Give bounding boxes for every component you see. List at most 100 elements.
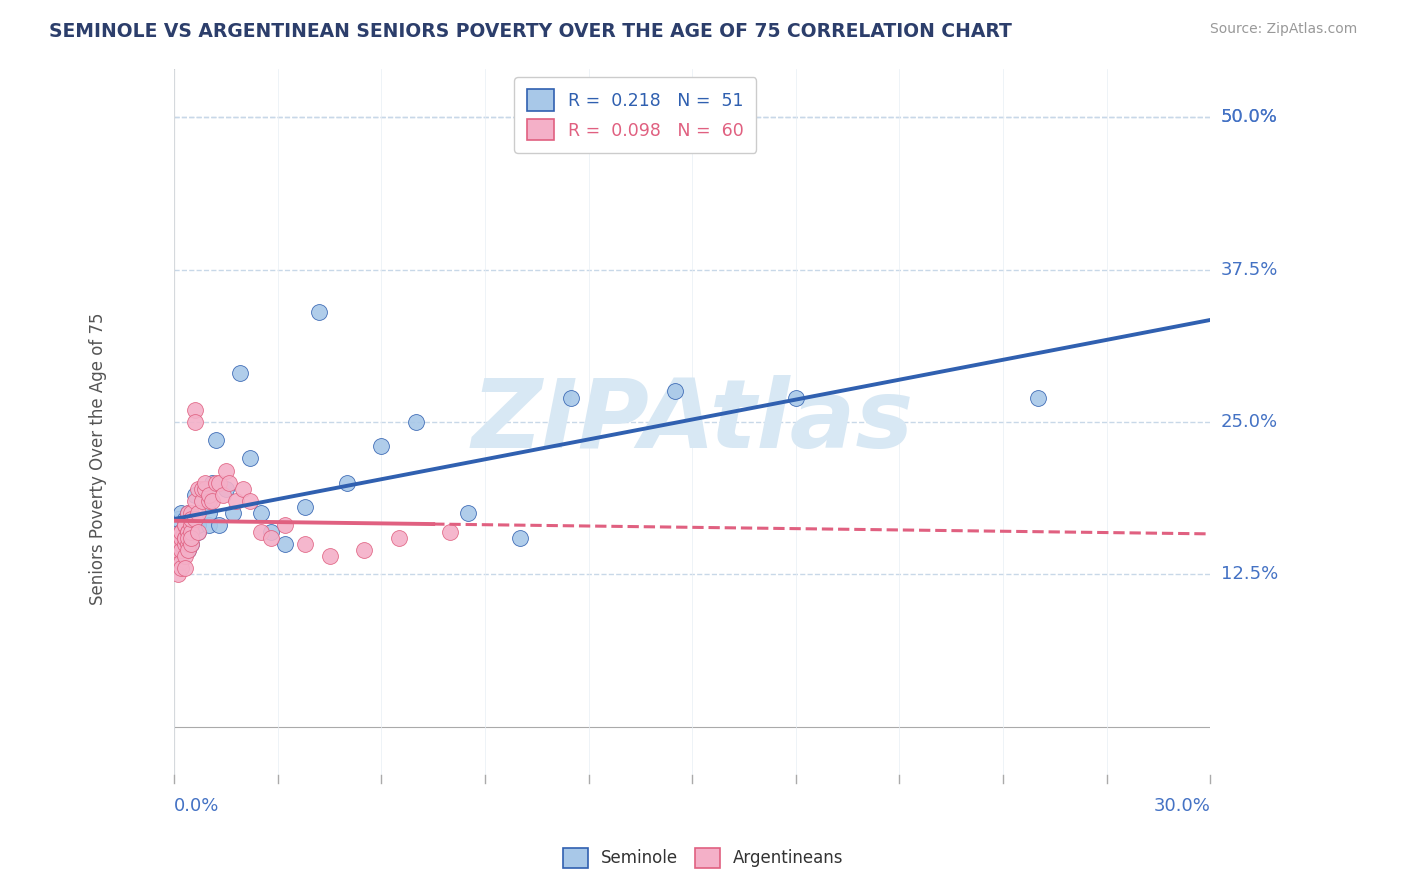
Point (166, 542, 188, 557)
Text: 25.0%: 25.0% (1220, 413, 1278, 431)
Point (204, 433, 226, 447)
Point (173, 524, 195, 539)
Point (173, 531, 195, 545)
Point (177, 542, 200, 557)
Point (191, 494, 214, 508)
Point (232, 482, 254, 496)
Text: 50.0%: 50.0% (1220, 108, 1278, 127)
Point (180, 512, 202, 526)
Point (180, 524, 202, 539)
Point (170, 524, 193, 539)
Point (294, 537, 316, 551)
Point (177, 524, 200, 539)
Text: ZIPAtlas: ZIPAtlas (471, 376, 914, 468)
Point (184, 494, 207, 508)
Point (187, 524, 209, 539)
Point (166, 531, 188, 545)
Text: Seniors Poverty Over the Age of 75: Seniors Poverty Over the Age of 75 (89, 312, 107, 605)
Point (353, 542, 375, 557)
Point (239, 451, 262, 466)
Text: 50.0%: 50.0% (1220, 108, 1278, 127)
Point (318, 549, 340, 563)
Point (173, 512, 195, 526)
Point (170, 537, 193, 551)
Point (249, 506, 271, 520)
Point (187, 524, 209, 539)
Point (370, 439, 392, 453)
Point (225, 494, 247, 508)
Point (222, 506, 245, 520)
Point (184, 488, 207, 502)
Point (187, 506, 209, 520)
Point (184, 512, 207, 526)
Point (173, 561, 195, 575)
Point (177, 506, 200, 520)
Point (180, 537, 202, 551)
Point (177, 531, 200, 545)
Point (166, 512, 188, 526)
Text: SEMINOLE VS ARGENTINEAN SENIORS POVERTY OVER THE AGE OF 75 CORRELATION CHART: SEMINOLE VS ARGENTINEAN SENIORS POVERTY … (49, 22, 1012, 41)
Point (785, 391, 807, 405)
Point (173, 537, 195, 551)
Text: Source: ZipAtlas.com: Source: ZipAtlas.com (1209, 22, 1357, 37)
Point (274, 537, 297, 551)
Point (177, 531, 200, 545)
Point (194, 475, 217, 490)
Point (177, 542, 200, 557)
Point (664, 384, 686, 399)
Point (184, 415, 207, 429)
Point (208, 518, 231, 533)
Point (173, 549, 195, 563)
Point (194, 482, 217, 496)
Point (173, 542, 195, 557)
Point (405, 415, 427, 429)
Point (191, 494, 214, 508)
Point (166, 549, 188, 563)
Point (170, 561, 193, 575)
Point (170, 524, 193, 539)
Point (170, 506, 193, 520)
Point (184, 512, 207, 526)
Point (201, 475, 224, 490)
Point (509, 531, 531, 545)
Point (180, 537, 202, 551)
Point (204, 475, 226, 490)
Point (201, 494, 224, 508)
Point (211, 488, 233, 502)
Point (1026, 391, 1049, 405)
Point (560, 391, 582, 405)
Point (191, 482, 214, 496)
Point (180, 518, 202, 533)
Point (388, 531, 411, 545)
Point (218, 475, 240, 490)
Point (229, 366, 252, 380)
Point (173, 518, 195, 533)
Point (249, 524, 271, 539)
Point (197, 518, 219, 533)
Point (173, 518, 195, 533)
Point (197, 494, 219, 508)
Point (180, 531, 202, 545)
Point (457, 506, 479, 520)
Point (170, 542, 193, 557)
Point (215, 482, 238, 496)
Text: 12.5%: 12.5% (1220, 566, 1278, 583)
Point (308, 305, 330, 319)
Point (260, 531, 283, 545)
Point (170, 537, 193, 551)
Point (170, 524, 193, 539)
Point (173, 537, 195, 551)
Point (170, 531, 193, 545)
Point (215, 464, 238, 478)
Point (177, 518, 200, 533)
Point (166, 567, 188, 582)
Point (294, 500, 316, 515)
Point (239, 494, 262, 508)
Point (184, 402, 207, 417)
Point (166, 549, 188, 563)
Point (180, 506, 202, 520)
Legend: Seminole, Argentineans: Seminole, Argentineans (555, 841, 851, 875)
Point (170, 555, 193, 569)
Text: 37.5%: 37.5% (1220, 260, 1278, 278)
Legend: R =  0.218   N =  51, R =  0.098   N =  60: R = 0.218 N = 51, R = 0.098 N = 60 (515, 78, 756, 153)
